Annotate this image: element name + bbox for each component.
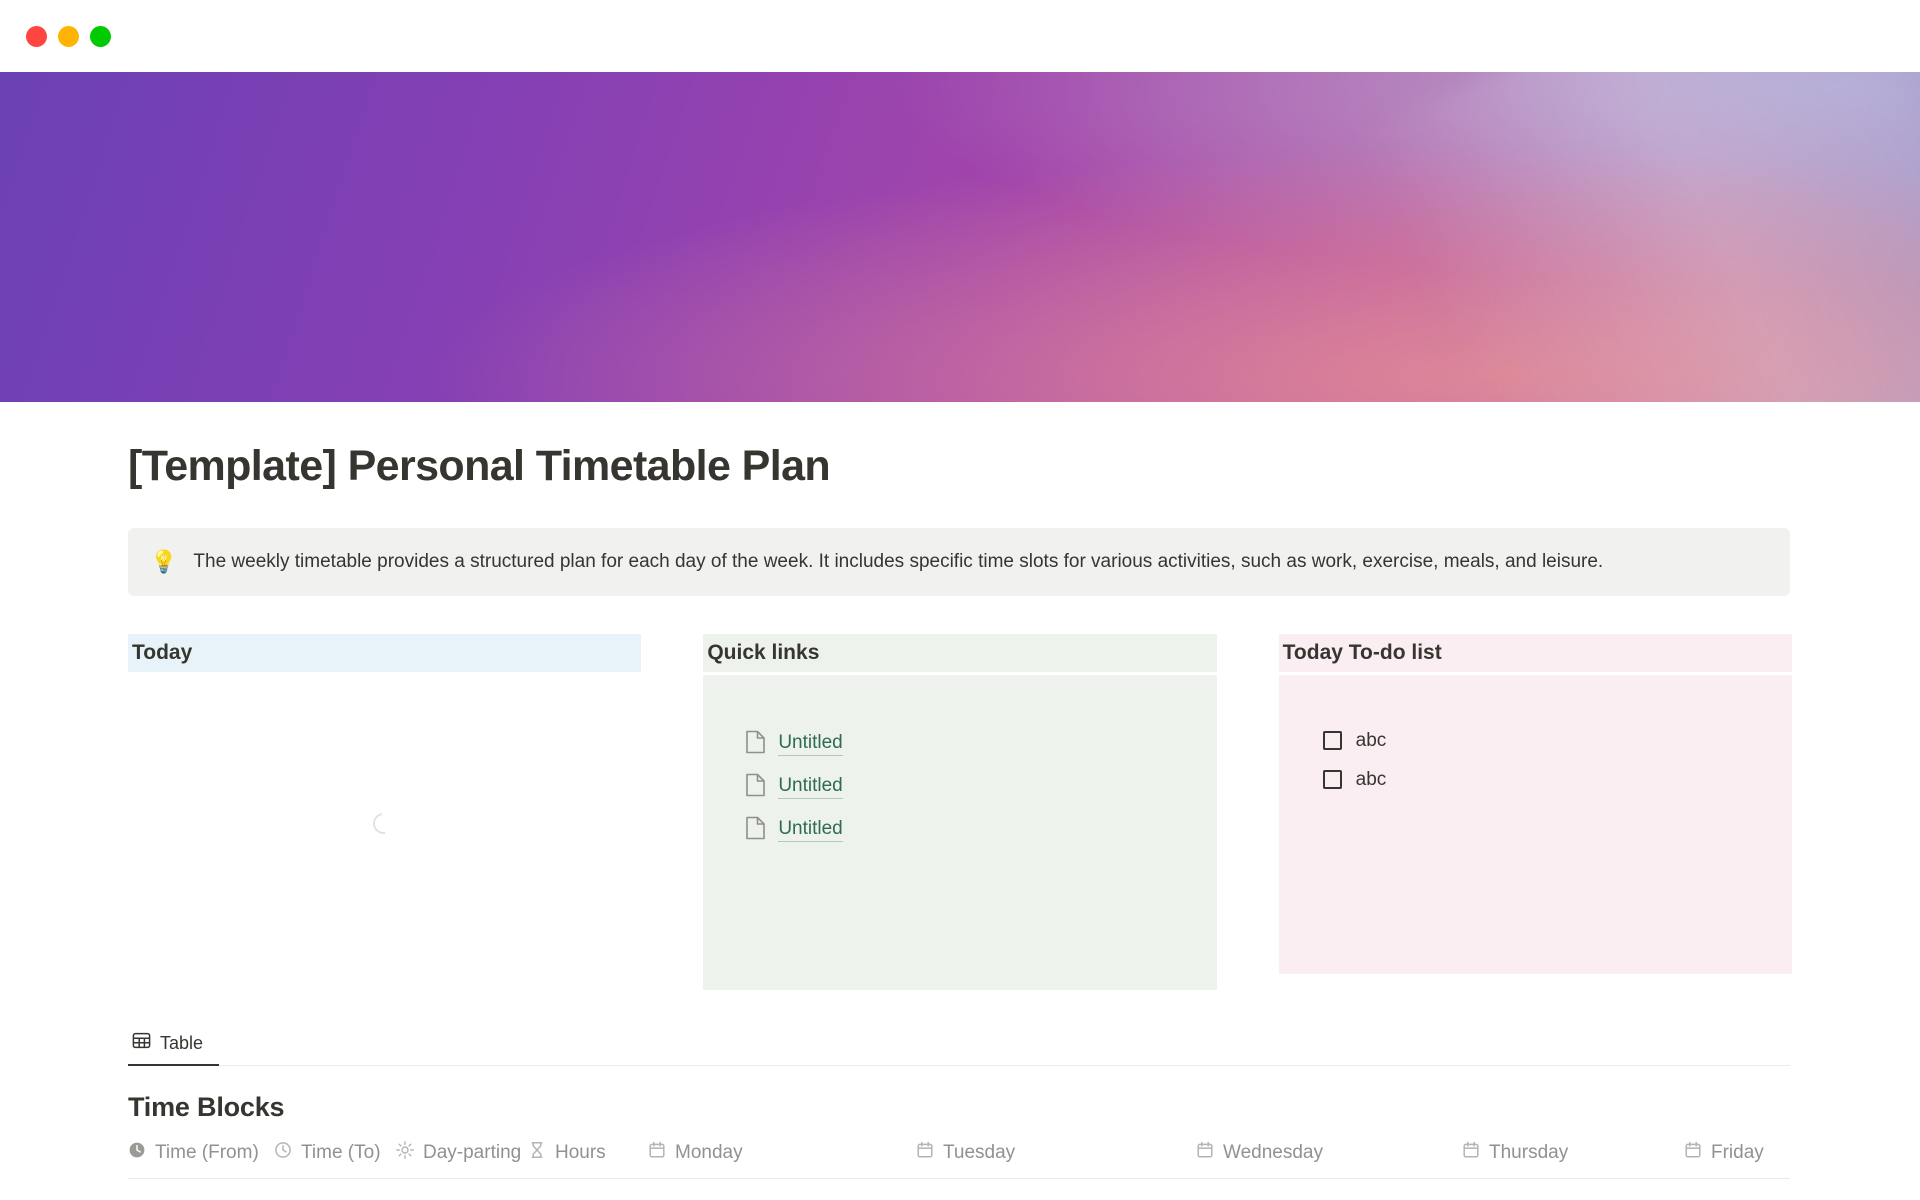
column-header-monday[interactable]: Monday — [648, 1141, 916, 1165]
column-header-label: Wednesday — [1223, 1141, 1323, 1163]
database-view-tabs: Table — [128, 1025, 1790, 1066]
banner-sheen — [1352, 72, 1920, 402]
page-icon — [745, 816, 766, 845]
calendar-icon — [648, 1141, 666, 1165]
today-card: Today — [128, 634, 642, 990]
calendar-icon — [916, 1141, 934, 1165]
todo-card-title: Today To-do list — [1282, 641, 1442, 664]
column-header-label: Day-parting — [423, 1141, 522, 1163]
table-header-row: Time (From) Time (To) — [128, 1139, 1790, 1179]
column-header-label: Time (To) — [301, 1141, 381, 1163]
quick-links-card-body: Untitled Untitled — [703, 675, 1217, 990]
list-item[interactable]: abc — [1322, 760, 1792, 799]
calendar-icon — [1196, 1141, 1214, 1165]
maximize-window-button[interactable] — [90, 25, 111, 47]
todo-checkbox[interactable] — [1322, 731, 1342, 750]
column-header-hours[interactable]: Hours — [528, 1141, 648, 1165]
minimize-window-button[interactable] — [58, 25, 79, 47]
todo-card-header: Today To-do list — [1278, 634, 1792, 672]
calendar-icon — [1462, 1141, 1480, 1165]
column-header-time-to[interactable]: Time (To) — [274, 1141, 396, 1165]
column-header-label: Time (From) — [155, 1141, 259, 1163]
column-header-label: Friday — [1711, 1141, 1764, 1163]
tab-table-label: Table — [160, 1032, 204, 1053]
page-title[interactable]: [Template] Personal Timetable Plan — [128, 442, 831, 490]
list-item[interactable]: abc — [1322, 721, 1792, 760]
close-window-button[interactable] — [26, 25, 47, 47]
quick-links-card: Quick links Untitled — [703, 634, 1217, 990]
list-item[interactable]: Untitled — [745, 766, 1216, 809]
clock-outline-icon — [274, 1141, 292, 1165]
today-card-title: Today — [132, 641, 193, 664]
page-icon — [745, 730, 766, 759]
quick-link-label[interactable]: Untitled — [778, 732, 843, 756]
column-header-time-from[interactable]: Time (From) — [128, 1141, 274, 1165]
calendar-icon — [1684, 1141, 1702, 1165]
dashboard-cards: Today Quick links — [128, 634, 1792, 990]
column-header-wednesday[interactable]: Wednesday — [1196, 1141, 1462, 1165]
quick-links-card-header: Quick links — [703, 634, 1217, 672]
column-header-friday[interactable]: Friday — [1684, 1141, 1844, 1165]
todo-checkbox[interactable] — [1322, 770, 1342, 789]
today-card-header: Today — [128, 634, 642, 672]
column-header-day-parting[interactable]: Day-parting — [396, 1140, 528, 1165]
hourglass-icon — [528, 1141, 546, 1165]
tab-table[interactable]: Table — [128, 1025, 220, 1066]
quick-links-card-title: Quick links — [707, 641, 820, 664]
todo-label[interactable]: abc — [1355, 729, 1387, 751]
page-content: [Template] Personal Timetable Plan 💡 The… — [0, 402, 1920, 1179]
info-callout[interactable]: 💡 The weekly timetable provides a struct… — [128, 528, 1790, 596]
column-header-label: Thursday — [1489, 1141, 1569, 1163]
column-header-tuesday[interactable]: Tuesday — [916, 1141, 1196, 1165]
lightbulb-icon: 💡 — [150, 549, 178, 574]
column-header-label: Monday — [675, 1141, 743, 1163]
list-item[interactable]: Untitled — [745, 809, 1216, 852]
column-header-label: Hours — [555, 1141, 606, 1163]
todo-card: Today To-do list abc abc — [1278, 634, 1792, 990]
table-icon — [132, 1031, 151, 1055]
window-titlebar — [0, 0, 1920, 72]
page-icon — [745, 773, 766, 802]
callout-text: The weekly timetable provides a structur… — [193, 551, 1604, 573]
clock-filled-icon — [128, 1141, 146, 1165]
column-header-label: Tuesday — [943, 1141, 1016, 1163]
page-cover-banner[interactable] — [0, 72, 1920, 402]
list-item[interactable]: Untitled — [745, 723, 1216, 766]
today-card-body — [128, 675, 642, 990]
sun-icon — [396, 1140, 414, 1165]
database-title[interactable]: Time Blocks — [128, 1092, 285, 1122]
column-header-thursday[interactable]: Thursday — [1462, 1141, 1684, 1165]
quick-link-label[interactable]: Untitled — [778, 818, 843, 842]
todo-card-body: abc abc — [1278, 675, 1792, 974]
loading-spinner-icon — [368, 808, 399, 839]
quick-link-label[interactable]: Untitled — [778, 775, 843, 799]
todo-label[interactable]: abc — [1355, 768, 1387, 790]
